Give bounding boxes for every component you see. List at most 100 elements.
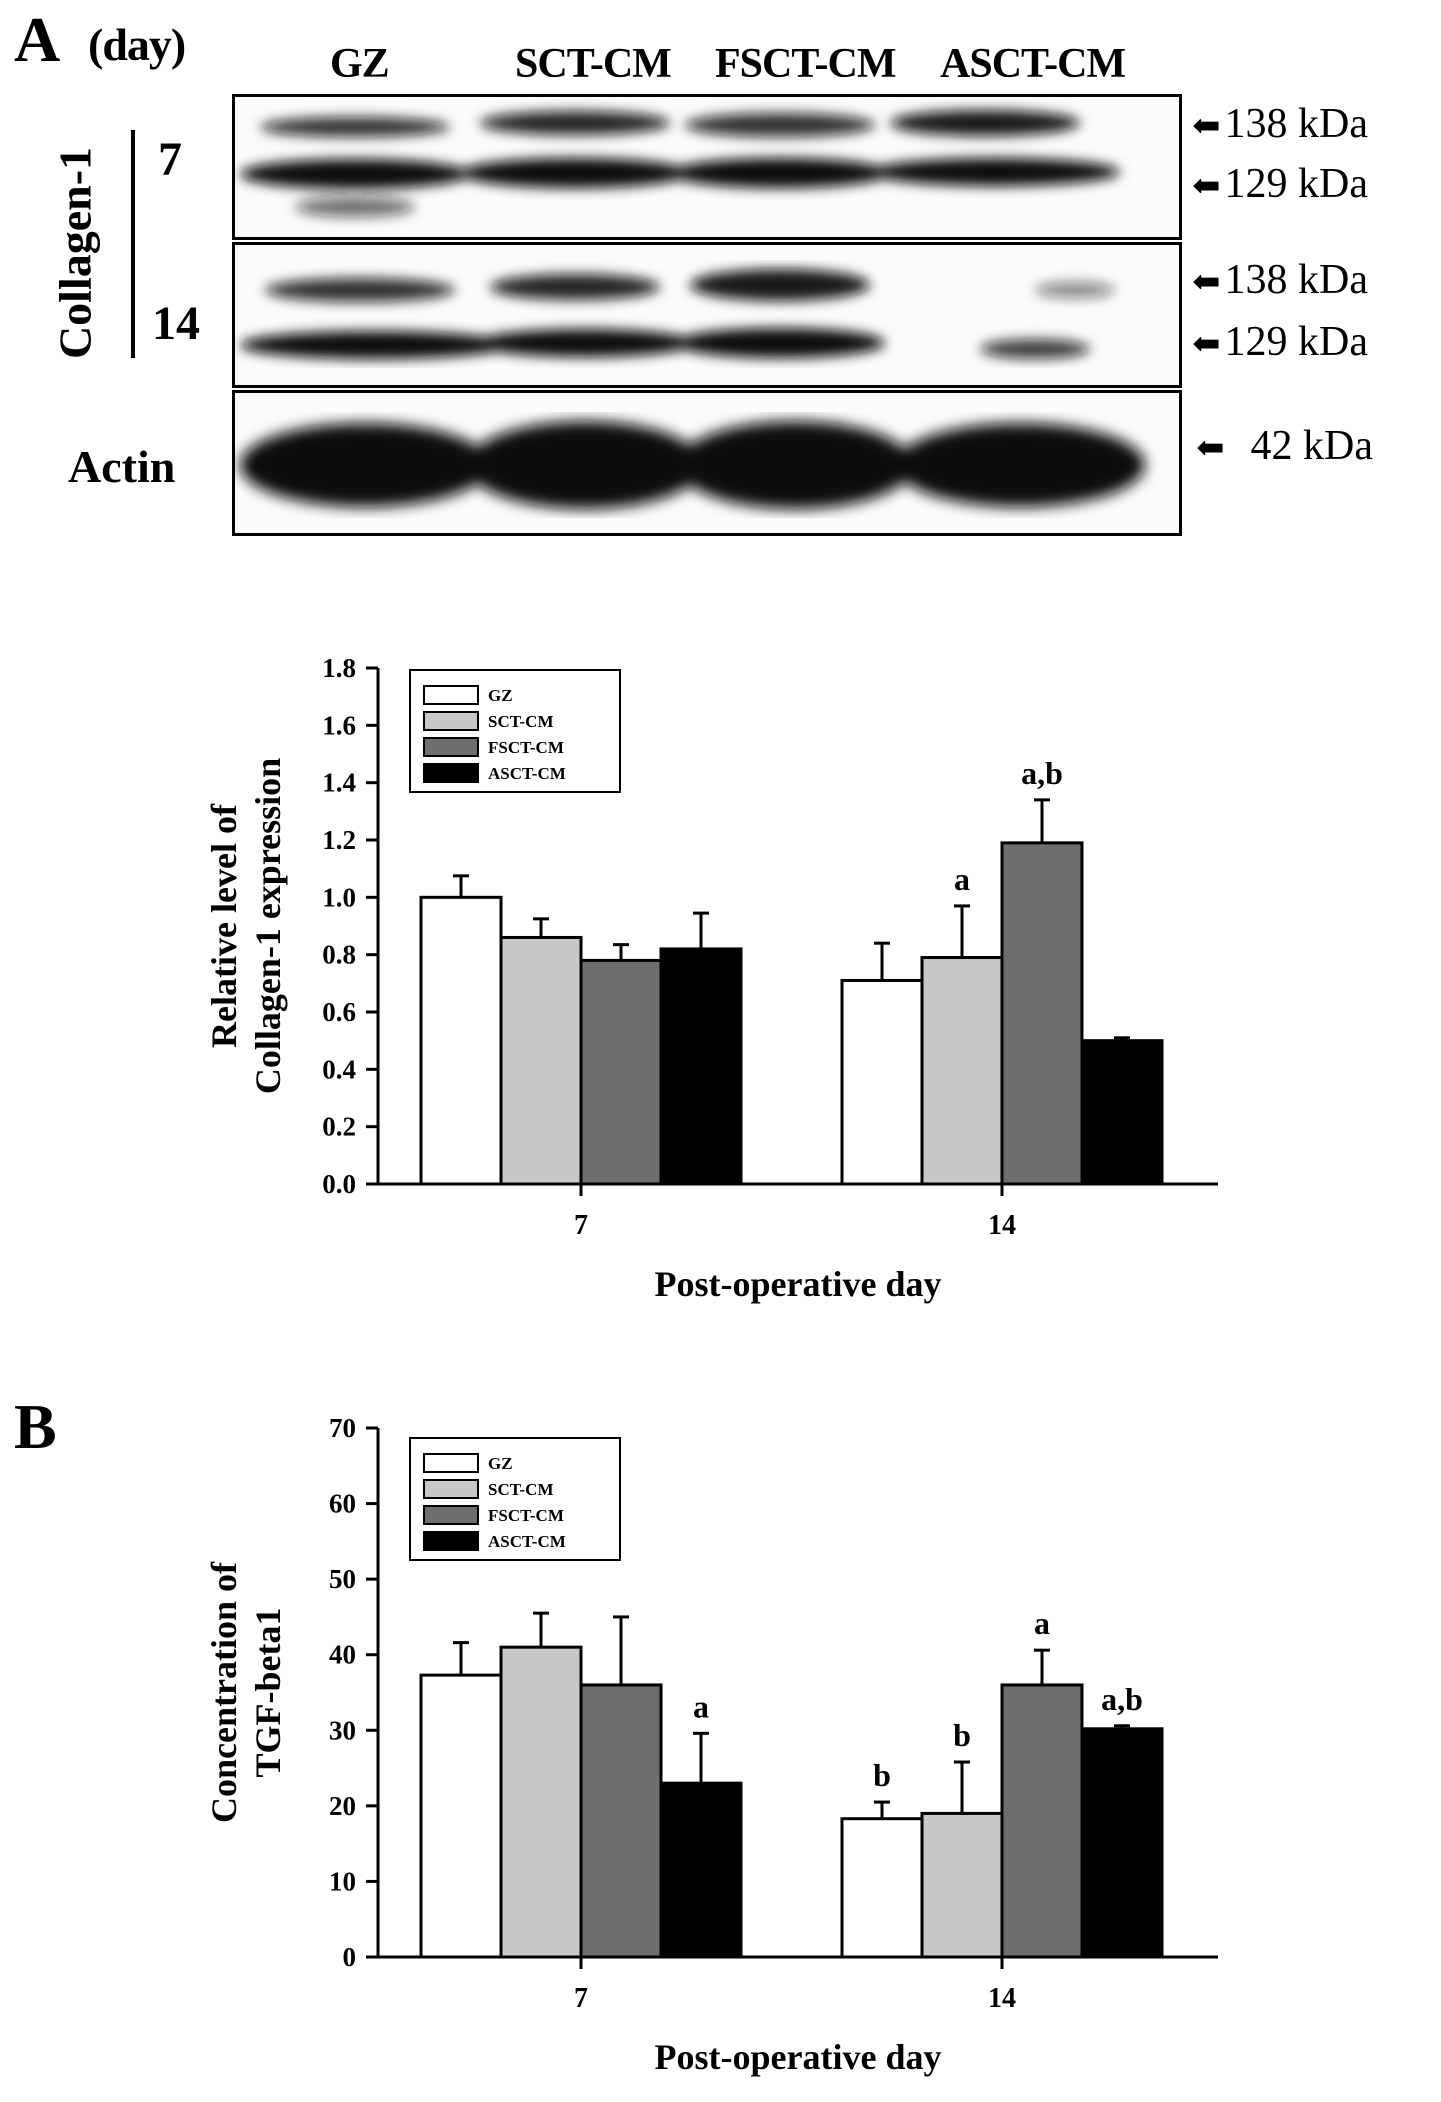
band-d14-138-fsct — [690, 269, 870, 301]
y-tick-label: 0.6 — [322, 997, 356, 1027]
blot-actin-bands — [240, 421, 1145, 509]
legend-swatch — [423, 711, 479, 731]
significance-label: a,b — [1021, 755, 1063, 791]
lane-label-gz: GZ — [330, 41, 390, 87]
day-7-label: 7 — [158, 133, 182, 186]
band-d14-138-asct — [1035, 282, 1115, 298]
marker-138-day14: ⬅ 138 kDa — [1192, 256, 1368, 304]
legend-swatch — [423, 763, 479, 783]
band-d14-129-gz — [240, 331, 510, 359]
y-tick-label: 50 — [329, 1564, 356, 1594]
band-d7-138-asct — [890, 110, 1080, 136]
band-d7-138-gz — [260, 117, 450, 137]
marker-138-label: 138 kDa — [1224, 101, 1368, 147]
blot-collagen-day14 — [232, 242, 1182, 388]
band-actin-sct — [467, 421, 703, 509]
significance-label: a — [693, 1688, 709, 1724]
marker-42-label: 42 kDa — [1250, 423, 1373, 469]
significance-label: b — [953, 1717, 971, 1753]
band-d7-138-fsct — [685, 113, 875, 137]
y-tick-label: 0.0 — [322, 1169, 356, 1199]
y-tick-label: 0.8 — [322, 940, 356, 970]
band-d7-138-sct — [480, 111, 670, 135]
band-d7-129-gz — [240, 159, 470, 189]
y-tick-label: 1.6 — [322, 710, 356, 740]
legend-swatch — [423, 1505, 479, 1525]
lane-label-sct-cm: SCT-CM — [515, 41, 672, 87]
legend-swatch — [423, 1479, 479, 1499]
lane-label-fsct-cm: FSCT-CM — [715, 41, 896, 87]
bar-gz-day-7 — [419, 1673, 503, 1959]
significance-label: a — [954, 861, 970, 897]
actin-row-label: Actin — [68, 441, 176, 492]
arrow-left-icon: ⬅ — [1192, 108, 1221, 145]
panel-b-letter: B — [14, 1391, 57, 1462]
y-tick-label: 1.4 — [322, 768, 356, 798]
legend-label: SCT-CM — [488, 1480, 554, 1499]
band-d14-138-sct — [490, 274, 660, 300]
legend-label: SCT-CM — [488, 712, 554, 731]
x-tick-label: 14 — [988, 1983, 1016, 2014]
legend-label: ASCT-CM — [488, 764, 566, 783]
band-actin-fsct — [677, 421, 913, 509]
y-tick-label: 0 — [343, 1942, 357, 1972]
x-tick-label: 7 — [574, 1983, 588, 2014]
legend-label: FSCT-CM — [488, 1506, 564, 1525]
band-d14-129-asct — [980, 339, 1090, 359]
bar-asct-cm-day-7 — [659, 1781, 743, 1959]
y-tick-label: 1.0 — [322, 882, 356, 912]
panel-a-letter: A — [14, 4, 61, 75]
legend-swatch — [423, 1453, 479, 1473]
legend-swatch — [423, 685, 479, 705]
day-header: (day) — [88, 19, 186, 70]
arrow-left-icon: ⬅ — [1196, 430, 1225, 467]
bar-sct-cm-day-7 — [499, 1645, 583, 1959]
legend-label: GZ — [488, 1454, 513, 1473]
legend-swatch — [423, 1531, 479, 1551]
marker-138-label: 138 kDa — [1224, 257, 1368, 303]
y-tick-label: 10 — [329, 1866, 356, 1896]
significance-label: a — [1034, 1605, 1050, 1641]
collagen-1-row-label: Collagen-1 — [49, 146, 101, 360]
blot-actin — [232, 390, 1182, 536]
arrow-left-icon: ⬅ — [1192, 168, 1221, 205]
bar-fsct-cm-day-14 — [1000, 841, 1084, 1186]
collagen-bracket-line — [131, 130, 135, 358]
marker-129-day14: ⬅ 129 kDa — [1192, 318, 1368, 366]
band-d7-129-sct — [460, 158, 690, 188]
blot-collagen-day7 — [232, 94, 1182, 240]
blot-collagen-day7-bands — [240, 110, 1120, 217]
significance-label: b — [873, 1757, 891, 1793]
legend-label: ASCT-CM — [488, 1532, 566, 1551]
y-tick-label: 70 — [329, 1413, 356, 1443]
y-tick-label: 60 — [329, 1489, 356, 1519]
bar-fsct-cm-day-7 — [579, 958, 663, 1186]
bar-sct-cm-day-14 — [920, 1811, 1004, 1959]
y-axis-title: TGF-beta1 — [248, 1608, 288, 1778]
tgf-beta1-chart: 0 10 20 30 40 50 60 70 Concentration of TGF-beta1… — [204, 1413, 1218, 2077]
bar-fsct-cm-day-14 — [1000, 1683, 1084, 1959]
arrow-left-icon: ⬅ — [1192, 264, 1221, 301]
bar-asct-cm-day-7 — [659, 947, 743, 1186]
band-d7-129-fsct — [670, 158, 890, 188]
band-d14-129-sct — [475, 329, 695, 357]
marker-129-label: 129 kDa — [1224, 161, 1368, 207]
band-d7-129-asct — [870, 158, 1120, 186]
bar-asct-cm-day-14 — [1080, 1727, 1164, 1959]
legend-label: FSCT-CM — [488, 738, 564, 757]
lane-label-asct-cm: ASCT-CM — [940, 41, 1126, 87]
bar-sct-cm-day-7 — [499, 935, 583, 1186]
bar-gz-day-14 — [840, 978, 924, 1186]
collagen-1-row-label-wrap: Collagen-1 — [40, 128, 110, 378]
y-tick-label: 1.2 — [322, 825, 356, 855]
bar-fsct-cm-day-7 — [579, 1683, 663, 1959]
band-actin-asct — [895, 423, 1145, 507]
marker-129-day7: ⬅ 129 kDa — [1192, 160, 1368, 208]
band-d14-129-fsct — [675, 328, 885, 358]
blot-collagen-day14-bands — [240, 269, 1115, 359]
y-tick-label: 40 — [329, 1640, 356, 1670]
x-tick-label: 7 — [574, 1210, 588, 1241]
arrow-left-icon: ⬅ — [1192, 326, 1221, 363]
legend-label: GZ — [488, 686, 513, 705]
bar-sct-cm-day-14 — [920, 956, 1004, 1186]
